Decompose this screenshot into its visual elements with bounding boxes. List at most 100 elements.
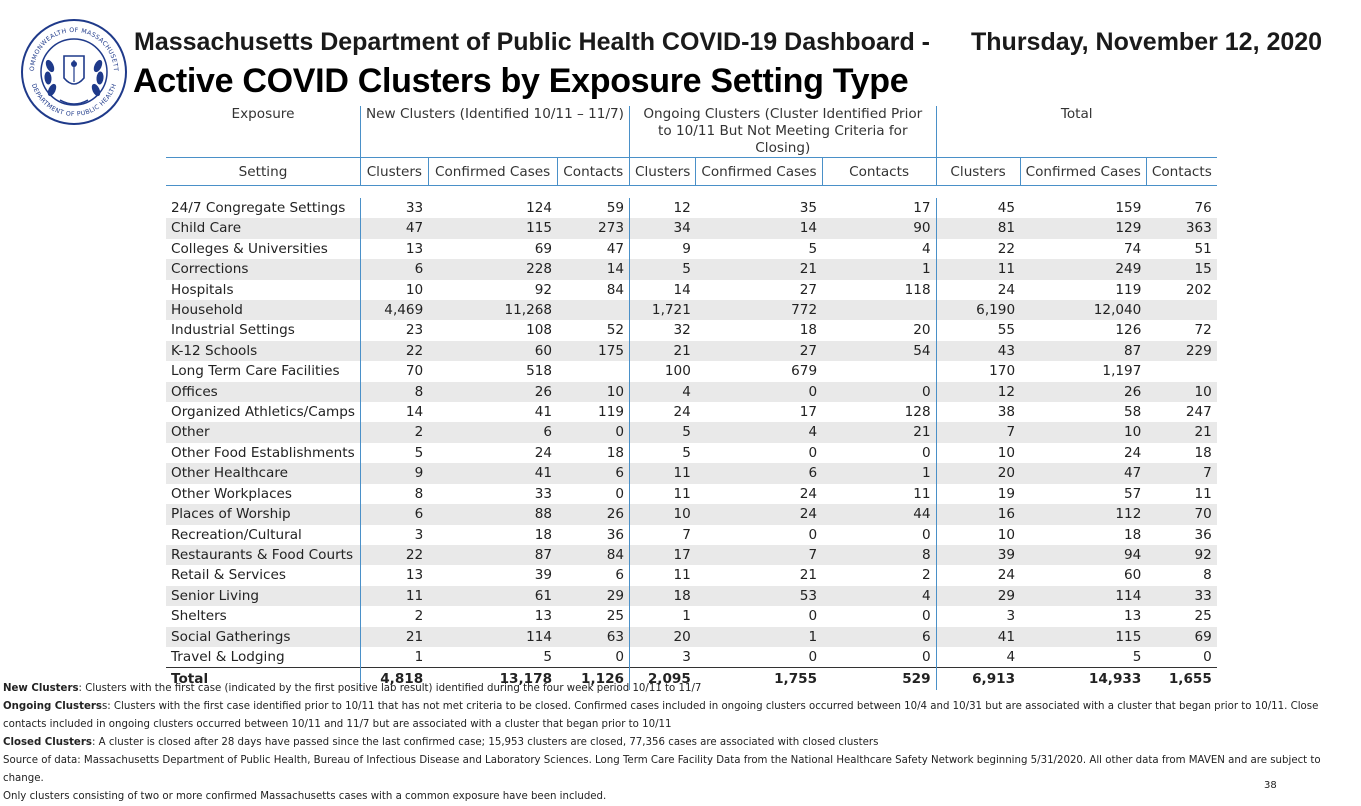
column-header-ongoing-confirmed-cases: Confirmed Cases [695, 157, 823, 186]
cell-total-contacts: 21 [1146, 422, 1217, 443]
cell-total-confirmed-cases: 114 [1020, 585, 1147, 607]
cell-ongoing-clusters: 3 [628, 646, 696, 668]
cell-ongoing-contacts: 44 [822, 504, 937, 525]
cell-total-confirmed-cases: 94 [1020, 544, 1147, 566]
cell-new-confirmed-cases: 5 [543, 648, 553, 665]
cell-ongoing-clusters: 5 [628, 422, 696, 443]
row-label: Colleges & Universities [171, 240, 328, 257]
cell-new-confirmed-cases: 228 [428, 259, 558, 280]
cell-ongoing-confirmed-cases: 24 [695, 504, 823, 525]
cell-ongoing-contacts: 118 [904, 281, 931, 298]
row-label: Retail & Services [171, 567, 286, 584]
cell-new-contacts: 36 [606, 526, 624, 543]
cell-ongoing-clusters: 5 [628, 442, 696, 464]
cell-new-confirmed-cases: 41 [428, 463, 558, 484]
cell-ongoing-contacts: 1 [822, 463, 937, 484]
cell-total-clusters: 24 [935, 279, 1021, 301]
cell-ongoing-contacts: 1 [822, 259, 937, 280]
cell-new-confirmed-cases: 92 [534, 281, 553, 298]
row-label: Household [166, 300, 361, 321]
cell-total-contacts: 363 [1146, 218, 1217, 239]
cell-ongoing-confirmed-cases: 18 [799, 322, 818, 339]
table-row: Places of Worship 6 88 26 10 24 44 16 112 70 [166, 504, 1217, 525]
cell-total-clusters: 43 [935, 340, 1021, 362]
cell-total-clusters: 16 [935, 504, 1021, 525]
cell-new-clusters: 70 [360, 361, 429, 382]
cell-total-clusters: 12 [935, 381, 1021, 403]
cell-ongoing-clusters: 7 [628, 524, 696, 545]
cell-new-confirmed-cases: 39 [534, 567, 553, 584]
cell-total-clusters: 45 [935, 198, 1021, 219]
cell-new-clusters: 2 [360, 606, 429, 627]
cell-new-clusters: 9 [360, 463, 429, 484]
cell-total-contacts: 72 [1194, 322, 1212, 339]
cell-total-clusters: 3 [935, 606, 1021, 627]
table-row: Long Term Care Facilities 70 518 100 679 170 1… [166, 361, 1217, 382]
cell-new-contacts: 59 [606, 200, 624, 216]
table-row: Other Workplaces 8 33 0 11 24 11 19 57 11 [166, 483, 1217, 505]
cell-ongoing-clusters: 21 [628, 340, 696, 362]
cell-ongoing-contacts: 6 [822, 626, 937, 647]
cell-total-contacts: 25 [1194, 608, 1212, 625]
cell-new-clusters: 11 [360, 585, 429, 607]
cell-total-contacts: 8 [1203, 567, 1212, 584]
cell-ongoing-contacts: 21 [822, 422, 937, 443]
cell-total-contacts: 51 [1194, 240, 1212, 257]
cell-new-contacts: 29 [557, 585, 630, 607]
cell-ongoing-contacts [822, 300, 937, 321]
cell-new-contacts: 6 [557, 463, 630, 484]
cell-ongoing-confirmed-cases: 0 [808, 444, 818, 461]
group-header-new-clusters: New Clusters (Identified 10/11 – 11/7) [360, 106, 630, 158]
cell-total-clusters: 11 [935, 259, 1021, 280]
cell-total-clusters: 4 [935, 646, 1021, 668]
cell-total-clusters: 170 [935, 361, 1021, 382]
column-header-new-contacts: Contacts [556, 157, 630, 186]
cell-ongoing-contacts: 0 [921, 608, 931, 625]
cell-ongoing-clusters: 4 [628, 381, 696, 403]
cell-ongoing-confirmed-cases: 772 [695, 300, 823, 321]
cell-new-contacts: 10 [557, 381, 630, 403]
cell-ongoing-confirmed-cases: 0 [695, 381, 823, 403]
cell-new-contacts: 175 [557, 340, 630, 362]
cell-ongoing-clusters: 1,721 [628, 300, 696, 321]
row-label: Travel & Lodging [171, 648, 285, 665]
column-header-ongoing-contacts: Contacts [821, 157, 937, 186]
note-ongoing-clusters: Ongoing Clusterss: Clusters with the fir… [3, 701, 1319, 730]
cell-new-confirmed-cases: 87 [428, 544, 558, 566]
cell-ongoing-confirmed-cases: 21 [799, 567, 818, 584]
cell-total-confirmed-cases: 5 [1132, 648, 1142, 665]
row-label: Other Healthcare [166, 463, 361, 484]
table-row: Shelters 2 13 25 1 0 0 3 13 25 [166, 606, 1217, 627]
cell-ongoing-clusters: 5 [628, 259, 696, 280]
row-label: Places of Worship [166, 504, 361, 525]
table-row: Other 2 6 0 5 4 21 7 10 21 [166, 422, 1217, 443]
table-row: 24/7 Congregate Settings 33 124 59 12 35 17 45 1… [166, 198, 1217, 219]
cell-ongoing-clusters: 11 [628, 483, 696, 505]
cell-new-clusters: 10 [360, 279, 429, 301]
column-header-new-clusters: Clusters [360, 157, 429, 186]
cell-new-confirmed-cases: 41 [534, 404, 553, 421]
cell-ongoing-confirmed-cases: 14 [695, 218, 823, 239]
cell-new-clusters: 23 [360, 320, 429, 341]
cell-total-clusters: 20 [935, 463, 1021, 484]
cell-total-clusters: 6,190 [935, 300, 1021, 321]
cell-total-confirmed-cases: 60 [1124, 567, 1142, 584]
cell-total-clusters: 7 [935, 422, 1021, 443]
cell-new-confirmed-cases: 61 [428, 585, 558, 607]
cell-ongoing-contacts: 128 [904, 404, 931, 421]
cell-new-clusters: 47 [360, 218, 429, 239]
cell-ongoing-contacts: 0 [921, 444, 931, 461]
cell-ongoing-confirmed-cases: 35 [799, 200, 818, 216]
cell-ongoing-clusters: 34 [628, 218, 696, 239]
group-header-ongoing-clusters: Ongoing Clusters (Cluster Identified Pri… [629, 106, 937, 158]
cell-total-confirmed-cases: 12,040 [1020, 300, 1147, 321]
row-label: Shelters [171, 608, 227, 625]
cell-ongoing-confirmed-cases: 4 [695, 422, 823, 443]
page-title: Active COVID Clusters by Exposure Settin… [133, 62, 909, 100]
cell-total-contacts [1146, 300, 1217, 321]
cell-total-confirmed-cases: 1,197 [1102, 363, 1142, 380]
table-row: Other Healthcare 9 41 6 11 6 1 20 47 7 [166, 463, 1217, 484]
row-label: Recreation/Cultural [171, 526, 302, 543]
table-row: Household 4,469 11,268 1,721 772 6,190 12,040 [166, 300, 1217, 321]
cell-new-confirmed-cases: 26 [428, 381, 558, 403]
